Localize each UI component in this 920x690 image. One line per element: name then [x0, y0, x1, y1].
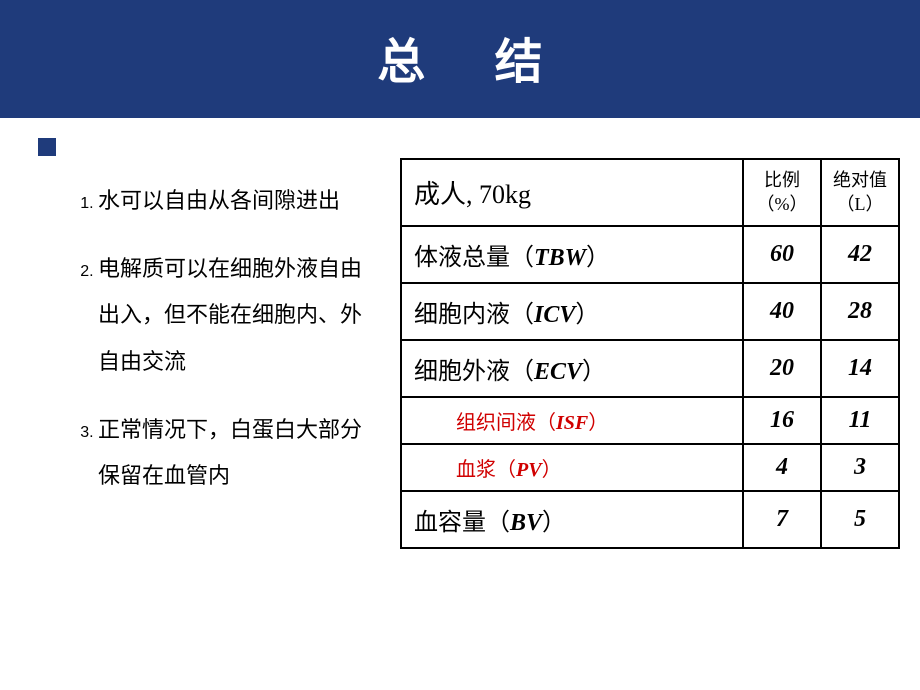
- row-absolute: 42: [821, 226, 899, 283]
- row-percent: 4: [743, 444, 821, 491]
- slide-title: 总 结: [0, 0, 920, 118]
- row-absolute: 5: [821, 491, 899, 548]
- row-absolute: 11: [821, 397, 899, 444]
- header-absolute-l2: （L）: [837, 194, 884, 214]
- table-row: 血容量（BV） 7 5: [401, 491, 899, 548]
- row-label-red: 组织间液（ISF）: [401, 397, 743, 444]
- header-percent-l1: 比例: [764, 170, 800, 190]
- row-abbr: TBW: [534, 245, 586, 271]
- table-row: 组织间液（ISF） 16 11: [401, 397, 899, 444]
- row-label-cn: 细胞内液: [414, 302, 510, 328]
- table-header-row: 成人, 70kg 比例 （%） 绝对值 （L）: [401, 159, 899, 226]
- row-abbr: ICV: [534, 302, 575, 328]
- row-abbr: BV: [510, 510, 542, 536]
- row-absolute: 3: [821, 444, 899, 491]
- list-item: 正常情况下，白蛋白大部分保留在血管内: [98, 407, 380, 499]
- table-row: 血浆（PV） 4 3: [401, 444, 899, 491]
- body-fluid-table: 成人, 70kg 比例 （%） 绝对值 （L） 体液总量（TBW） 60: [400, 158, 900, 549]
- content-area: 水可以自由从各间隙进出 电解质可以在细胞外液自由出入，但不能在细胞内、外自由交流…: [0, 118, 920, 549]
- row-label: 血容量（BV）: [401, 491, 743, 548]
- table-row: 细胞外液（ECV） 20 14: [401, 340, 899, 397]
- header-percent-l2: （%）: [757, 194, 808, 214]
- accent-square-icon: [38, 138, 56, 156]
- header-absolute-l1: 绝对值: [833, 170, 887, 190]
- row-percent: 60: [743, 226, 821, 283]
- row-abbr: ISF: [556, 412, 588, 434]
- row-abbr: ECV: [534, 359, 582, 385]
- row-percent: 7: [743, 491, 821, 548]
- row-label-cn: 体液总量: [414, 245, 510, 271]
- row-abbr: PV: [516, 459, 542, 481]
- summary-list-container: 水可以自由从各间隙进出 电解质可以在细胞外液自由出入，但不能在细胞内、外自由交流…: [70, 158, 380, 549]
- list-item: 水可以自由从各间隙进出: [98, 178, 380, 224]
- header-absolute: 绝对值 （L）: [821, 159, 899, 226]
- row-label-cn: 血容量: [414, 510, 486, 536]
- summary-list: 水可以自由从各间隙进出 电解质可以在细胞外液自由出入，但不能在细胞内、外自由交流…: [70, 178, 380, 499]
- slide: 总 结 水可以自由从各间隙进出 电解质可以在细胞外液自由出入，但不能在细胞内、外…: [0, 0, 920, 690]
- row-label: 体液总量（TBW）: [401, 226, 743, 283]
- header-main: 成人, 70kg: [401, 159, 743, 226]
- row-percent: 16: [743, 397, 821, 444]
- row-absolute: 14: [821, 340, 899, 397]
- list-item: 电解质可以在细胞外液自由出入，但不能在细胞内、外自由交流: [98, 246, 380, 385]
- row-label-cn: 组织间液: [456, 412, 536, 434]
- header-percent: 比例 （%）: [743, 159, 821, 226]
- row-label-cn: 血浆: [456, 459, 496, 481]
- row-label: 细胞内液（ICV）: [401, 283, 743, 340]
- row-percent: 20: [743, 340, 821, 397]
- table-row: 细胞内液（ICV） 40 28: [401, 283, 899, 340]
- table-container: 成人, 70kg 比例 （%） 绝对值 （L） 体液总量（TBW） 60: [400, 158, 900, 549]
- row-label-cn: 细胞外液: [414, 359, 510, 385]
- table-row: 体液总量（TBW） 60 42: [401, 226, 899, 283]
- row-label-red: 血浆（PV）: [401, 444, 743, 491]
- row-label: 细胞外液（ECV）: [401, 340, 743, 397]
- row-percent: 40: [743, 283, 821, 340]
- row-absolute: 28: [821, 283, 899, 340]
